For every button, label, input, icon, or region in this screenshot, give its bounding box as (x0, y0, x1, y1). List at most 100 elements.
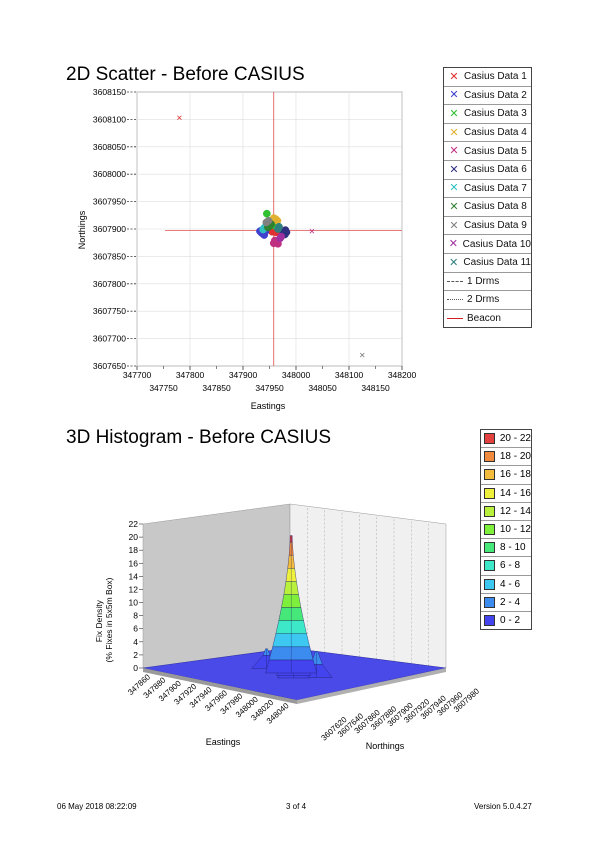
hist-left-wall (142, 503, 291, 669)
scatter-xtick-label: 347850 (202, 383, 231, 393)
hist-legend-label: 18 - 20 (499, 451, 531, 463)
legend-entry: ✕ Casius Data 11 (444, 254, 531, 273)
scatter-ytick-label: 3607850 (93, 251, 126, 261)
hist-title: 3D Histogram - Before CASIUS (66, 427, 332, 448)
hist-legend-entry: 16 - 18 (481, 466, 531, 485)
hist-legend-label: 8 - 10 (500, 542, 526, 554)
hist-legend-swatch (484, 505, 495, 517)
hist-legend-entry: 12 - 14 (481, 503, 531, 521)
scatter-xtick-label: 347750 (149, 383, 178, 393)
scatter-xtick-label: 347700 (123, 370, 152, 380)
legend-entry: ✕ Casius Data 9 (444, 217, 531, 236)
hist-ztick-label: 0 (133, 663, 138, 673)
legend-label: Casius Data 8 (464, 201, 527, 213)
hist-zlabel: Fix Density (% Fixes in 5x5m Box) (94, 577, 114, 662)
scatter-ylabel: Northings (77, 210, 87, 249)
hist-legend-entry: 10 - 12 (481, 521, 531, 540)
legend-line-icon (447, 318, 463, 320)
hist-legend-entry: 18 - 20 (481, 448, 531, 467)
scatter-point (263, 209, 271, 218)
hist-zlabel-line2: (% Fixes in 5x5m Box) (104, 577, 114, 662)
hist-legend-swatch (484, 524, 495, 536)
scatter-ytick-label: 3607800 (93, 279, 126, 289)
scatter-points (177, 115, 365, 358)
hist-ztick-label: 16 (129, 558, 139, 568)
legend-label: Casius Data 2 (464, 89, 527, 101)
scatter-xtick-label: 348150 (361, 383, 390, 393)
legend-label: Casius Data 3 (464, 108, 527, 120)
hist-legend-label: 6 - 8 (500, 560, 521, 572)
hist-ylabel: Northings (366, 741, 405, 751)
hist-ztick-label: 8 (133, 611, 138, 621)
hist-legend-label: 0 - 2 (500, 614, 521, 626)
hist-legend-entry: 20 - 22 (481, 430, 531, 449)
hist-legend-swatch (484, 451, 495, 463)
legend-marker-icon: ✕ (449, 89, 459, 102)
legend-entry: ✕ Casius Data 6 (444, 161, 531, 180)
legend-label: Casius Data 4 (464, 127, 527, 139)
hist-legend-label: 20 - 22 (499, 433, 531, 445)
hist-legend-swatch (484, 433, 495, 445)
scatter-xtick-label: 348050 (308, 383, 337, 393)
legend-marker-icon: ✕ (449, 145, 459, 158)
hist-zlabel-line1: Fix Density (94, 599, 104, 642)
legend-entry: 1 Drms (444, 273, 531, 292)
scatter-legend: ✕ Casius Data 1 ✕ Casius Data 2 ✕ Casius Data… (443, 67, 532, 329)
hist-floor-edge-front (143, 668, 297, 704)
hist-legend-label: 4 - 6 (500, 578, 521, 590)
hist-legend: 20 - 22 18 - 20 16 - 18 14 - 16 12 - 14 10 - … (480, 429, 532, 631)
scatter-ytick-label: 3607900 (93, 224, 126, 234)
hist-ztick-label: 12 (129, 584, 139, 594)
hist-legend-entry: 8 - 10 (481, 539, 531, 558)
legend-label: Casius Data 11 (463, 257, 531, 269)
scatter-point (275, 222, 283, 231)
scatter-xtick-label: 348200 (388, 370, 417, 380)
legend-entry: Beacon (444, 310, 531, 328)
scatter-xtick-label: 347800 (176, 370, 205, 380)
legend-marker-icon: ✕ (448, 238, 458, 251)
legend-entry: ✕ Casius Data 1 (444, 68, 531, 87)
legend-line-icon (447, 299, 463, 301)
legend-entry: ✕ Casius Data 3 (444, 105, 531, 124)
hist-ztick-label: 2 (133, 650, 138, 660)
hist-floor-edge-right (297, 668, 446, 704)
hist-legend-swatch (484, 578, 495, 590)
legend-line-icon (447, 280, 463, 282)
legend-label: 2 Drms (467, 294, 500, 306)
hist-ztick-label: 4 (133, 637, 138, 647)
scatter-point (264, 216, 273, 225)
legend-marker-icon: ✕ (449, 200, 459, 213)
hist-ztick-label: 20 (129, 532, 139, 542)
hist-legend-label: 16 - 18 (499, 469, 531, 481)
legend-marker-icon: ✕ (449, 256, 459, 269)
scatter-xtick-label: 348100 (335, 370, 364, 380)
legend-label: Casius Data 9 (464, 220, 527, 232)
hist-legend-label: 10 - 12 (499, 524, 531, 536)
legend-entry: ✕ Casius Data 7 (444, 180, 531, 199)
legend-marker-icon: ✕ (449, 182, 459, 195)
hist-legend-label: 2 - 4 (500, 596, 521, 608)
footer-page-number: 3 of 4 (286, 802, 307, 811)
scatter-xtick-label: 348000 (282, 370, 311, 380)
scatter-point (276, 234, 284, 243)
scatter-ytick-label: 3607700 (93, 334, 126, 344)
hist-legend-swatch (484, 487, 495, 499)
hist-xlabel: Eastings (206, 737, 241, 747)
legend-entry: ✕ Casius Data 2 (444, 87, 531, 106)
legend-label: Casius Data 1 (464, 71, 527, 83)
scatter-xtick-label: 347900 (229, 370, 258, 380)
hist-ztick-label: 10 (129, 598, 139, 608)
hist-walls (142, 503, 447, 704)
legend-label: Casius Data 10 (462, 238, 531, 250)
legend-label: 1 Drms (467, 275, 500, 287)
legend-entry: ✕ Casius Data 4 (444, 124, 531, 143)
legend-marker-icon: ✕ (449, 219, 459, 232)
legend-marker-icon: ✕ (449, 107, 459, 120)
legend-label: Beacon (467, 313, 501, 325)
hist-ztick-label: 6 (133, 624, 138, 634)
scatter-ytick-label: 3607650 (93, 361, 126, 371)
scatter-ytick-label: 3608100 (93, 114, 126, 124)
hist-back-wall (289, 503, 447, 669)
